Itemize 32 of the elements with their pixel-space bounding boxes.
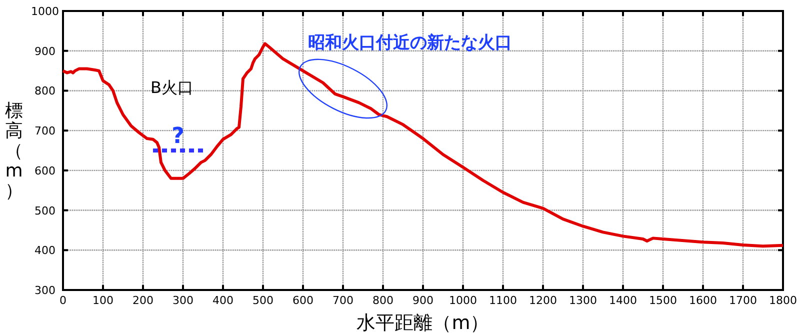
x-tick-label: 1800 xyxy=(769,294,797,307)
x-tick-label: 900 xyxy=(412,294,434,307)
x-tick-label: 0 xyxy=(60,294,66,307)
y-tick-label: 600 xyxy=(34,164,56,178)
y-tick-label: 400 xyxy=(34,244,56,258)
y-tick-label: 1000 xyxy=(31,5,59,18)
y-tick-label: 900 xyxy=(34,44,56,58)
y-tick-label: 800 xyxy=(34,84,56,98)
x-tick-label: 1300 xyxy=(569,294,597,307)
x-tick-label: 700 xyxy=(332,294,354,307)
x-tick-label: 500 xyxy=(252,294,274,307)
x-tick-label: 200 xyxy=(132,294,154,307)
x-tick-label: 800 xyxy=(372,294,394,307)
x-tick-label: 100 xyxy=(92,294,114,307)
annotation: ? xyxy=(172,124,184,149)
y-tick-label: 300 xyxy=(34,284,56,297)
annotation: 昭和火口付近の新たな火口 xyxy=(308,33,512,53)
x-tick-label: 600 xyxy=(292,294,314,307)
x-tick-label: 1000 xyxy=(449,294,477,307)
x-tick-label: 1500 xyxy=(649,294,677,307)
y-tick-label: 500 xyxy=(34,204,56,218)
x-tick-label: 1600 xyxy=(689,294,717,307)
y-axis-title: 標高（m） xyxy=(5,100,23,202)
x-tick-label: 400 xyxy=(212,294,234,307)
x-tick-label: 300 xyxy=(172,294,194,307)
x-axis-title: 水平距離（m） xyxy=(356,312,490,333)
y-tick-label: 700 xyxy=(34,124,56,138)
x-tick-label: 1400 xyxy=(609,294,637,307)
x-tick-label: 1100 xyxy=(489,294,517,307)
annotation: B火口 xyxy=(150,78,194,97)
x-tick-label: 1700 xyxy=(729,294,757,307)
x-tick-label: 1200 xyxy=(529,294,557,307)
